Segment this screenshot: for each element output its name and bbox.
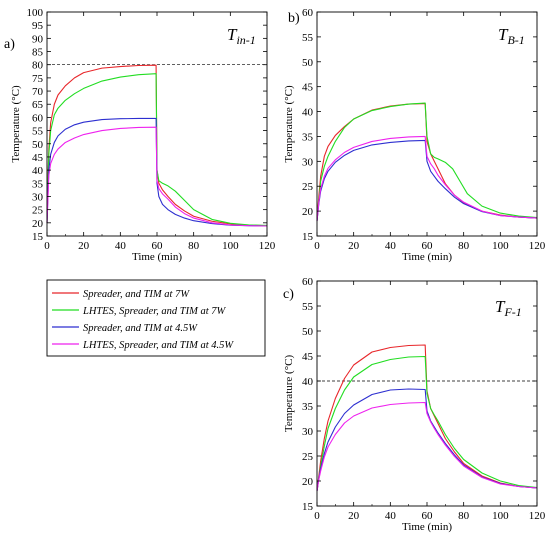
y-tick-label: 45	[32, 152, 44, 164]
series-line-4	[316, 135, 538, 222]
y-tick-label: 25	[302, 181, 314, 193]
x-tick-label: 40	[385, 240, 397, 252]
y-tick-label: 35	[302, 131, 314, 143]
y-axis-title: Temperature (°C)	[283, 355, 295, 433]
chart-panel-1: 0 20 40 60 80 100 1201520253035404550556065707…	[4, 7, 276, 263]
x-tick-label: 120	[529, 240, 546, 252]
x-tick-label: 40	[115, 240, 127, 252]
y-tick-label: 30	[302, 426, 314, 438]
panel-title-sub: F-1	[503, 305, 521, 319]
y-tick-label: 25	[302, 451, 314, 463]
y-tick-label: 55	[302, 32, 314, 44]
x-axis-title: Time (min)	[402, 521, 452, 533]
legend-label: Spreader, and TIM at 7W	[83, 289, 190, 300]
x-tick-label: 20	[78, 240, 90, 252]
y-tick-label: 20	[32, 218, 44, 230]
x-tick-label: 0	[314, 240, 320, 252]
y-tick-label: 30	[302, 156, 314, 168]
y-tick-label: 50	[302, 57, 314, 69]
x-tick-label: 60	[422, 510, 434, 522]
y-tick-label: 45	[302, 82, 314, 94]
x-tick-label: 120	[259, 240, 276, 252]
y-axis-title: Temperature (°C)	[10, 85, 22, 163]
y-tick-label: 55	[302, 301, 314, 313]
series-line-2	[316, 102, 538, 222]
y-tick-label: 80	[32, 60, 44, 72]
series-line-2	[316, 355, 538, 492]
legend-label: Spreader, and TIM at 4.5W	[83, 323, 198, 334]
panel-title-main: T	[498, 25, 509, 44]
y-tick-label: 60	[32, 112, 44, 124]
x-tick-label: 60	[422, 240, 434, 252]
x-tick-label: 60	[152, 240, 164, 252]
plot-frame	[316, 11, 538, 237]
y-tick-label: 35	[32, 178, 44, 190]
series-line-3	[316, 388, 538, 492]
y-tick-label: 15	[302, 501, 314, 513]
y-tick-label: 25	[32, 205, 44, 217]
y-tick-label: 15	[32, 231, 44, 243]
x-tick-label: 0	[44, 240, 50, 252]
panel-title: TF-1	[495, 297, 522, 319]
series-line-1	[46, 64, 268, 227]
panel-letter: a)	[4, 37, 15, 52]
x-tick-label: 20	[348, 510, 360, 522]
x-tick-label: 40	[385, 510, 397, 522]
panel-title: Tin-1	[227, 25, 256, 47]
y-tick-label: 70	[32, 86, 44, 98]
panel-title-main: T	[227, 25, 238, 44]
panel-title: TB-1	[498, 25, 525, 47]
series-line-4	[46, 126, 268, 227]
legend-label: LHTES, Spreader, and TIM at 4.5W	[82, 340, 234, 351]
series-line-4	[316, 401, 538, 492]
x-tick-label: 80	[458, 240, 470, 252]
panel-title-sub: in-1	[236, 33, 255, 47]
y-tick-label: 95	[32, 20, 44, 32]
y-tick-label: 40	[302, 107, 314, 119]
series-line-1	[316, 344, 538, 492]
y-tick-label: 100	[27, 7, 44, 19]
y-tick-label: 90	[32, 33, 44, 45]
y-tick-label: 20	[302, 476, 314, 488]
x-axis-title: Time (min)	[402, 251, 452, 263]
panel-letter: b)	[288, 11, 300, 26]
x-tick-label: 100	[492, 240, 509, 252]
y-tick-label: 15	[302, 231, 314, 243]
x-tick-label: 100	[222, 240, 239, 252]
y-tick-label: 50	[302, 326, 314, 338]
y-tick-label: 55	[32, 126, 44, 138]
legend: Spreader, and TIM at 7W LHTES, Spreader, …	[46, 279, 266, 357]
x-tick-label: 80	[458, 510, 470, 522]
y-tick-label: 75	[32, 73, 44, 85]
chart-panel-2: 0 20 40 60 80 100 12015202530354045505560Time …	[283, 7, 546, 263]
panel-letter: c)	[283, 287, 294, 302]
panel-title-sub: B-1	[507, 33, 524, 47]
y-axis-title: Temperature (°C)	[283, 85, 295, 163]
x-tick-label: 120	[529, 510, 546, 522]
y-tick-label: 60	[302, 276, 314, 288]
x-tick-label: 100	[492, 510, 509, 522]
y-tick-label: 30	[32, 191, 44, 203]
x-tick-label: 20	[348, 240, 360, 252]
y-tick-label: 50	[32, 139, 44, 151]
y-tick-label: 60	[302, 7, 314, 19]
y-tick-label: 85	[32, 47, 44, 59]
series-line-2	[46, 73, 268, 227]
y-tick-label: 40	[32, 165, 44, 177]
x-axis-title: Time (min)	[132, 251, 182, 263]
legend-box	[46, 279, 266, 357]
x-tick-label: 80	[188, 240, 200, 252]
panel-title-main: T	[495, 297, 506, 316]
y-tick-label: 20	[302, 206, 314, 218]
y-tick-label: 65	[32, 99, 44, 111]
y-tick-label: 35	[302, 401, 314, 413]
y-tick-label: 40	[302, 376, 314, 388]
x-tick-label: 0	[314, 510, 320, 522]
legend-label: LHTES, Spreader, and TIM at 7W	[82, 306, 226, 317]
series-line-3	[46, 117, 268, 227]
y-tick-label: 45	[302, 351, 314, 363]
chart-panel-3: 0 20 40 60 80 100 12015202530354045505560Time …	[283, 276, 546, 533]
